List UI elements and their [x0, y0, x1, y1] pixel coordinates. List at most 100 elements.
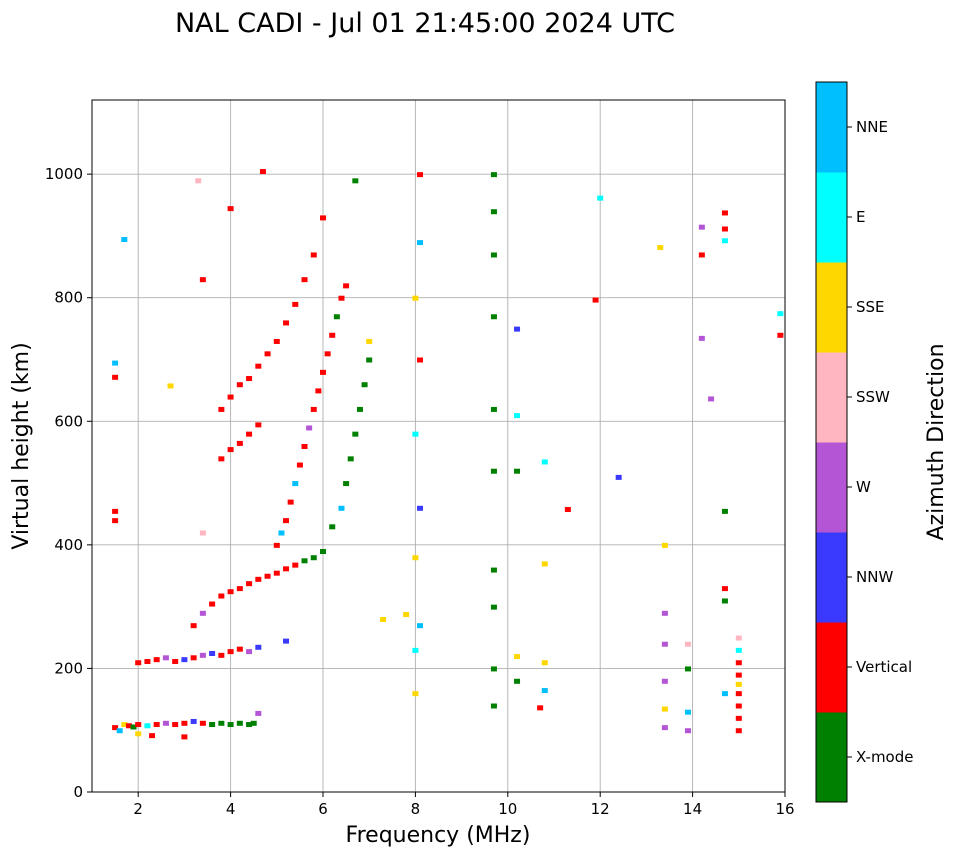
colorbar-label: SSE: [856, 298, 885, 316]
series-group: [735, 635, 742, 734]
echo-point: [135, 660, 142, 666]
echo-point: [735, 703, 742, 709]
echo-point: [255, 422, 262, 428]
x-tick-label: 4: [226, 800, 236, 818]
echo-point: [490, 604, 497, 610]
y-tick-label: 400: [54, 536, 83, 554]
echo-point: [130, 724, 137, 730]
echo-point: [320, 215, 326, 221]
echo-point: [490, 567, 497, 573]
x-tick-label: 12: [591, 800, 610, 818]
y-tick-label: 1000: [45, 165, 83, 183]
colorbar-label: X-mode: [856, 748, 913, 766]
echo-point: [310, 252, 317, 258]
echo-point: [306, 425, 313, 431]
echo-point: [301, 277, 308, 283]
echo-point: [333, 314, 340, 320]
y-tick-label: 800: [54, 289, 83, 307]
echo-point: [218, 720, 225, 726]
x-tick-label: 2: [133, 800, 143, 818]
echo-point: [490, 252, 497, 258]
echo-point: [227, 394, 234, 400]
colorbar-label: E: [856, 208, 865, 226]
colorbar-frame: [815, 81, 848, 803]
echo-point: [125, 723, 132, 729]
series-group: [112, 710, 262, 740]
echo-point: [218, 406, 225, 412]
echo-point: [721, 226, 728, 232]
echo-point: [292, 562, 299, 568]
echo-point: [735, 715, 742, 721]
echo-point: [490, 703, 497, 709]
echo-point: [541, 561, 548, 567]
echo-point: [172, 722, 179, 728]
series-group: [199, 169, 326, 462]
plot-frame: [91, 99, 786, 793]
colorbar-segment: [816, 352, 847, 443]
echo-point: [287, 499, 294, 505]
echo-point: [541, 459, 548, 465]
echo-point: [246, 722, 253, 728]
echo-point: [310, 406, 317, 412]
echo-point: [310, 555, 317, 561]
x-tick-label: 16: [775, 800, 794, 818]
echo-point: [218, 456, 225, 462]
colorbar-segment: [816, 622, 847, 713]
echo-point: [199, 720, 206, 726]
colorbar-segment: [816, 262, 847, 353]
echo-point: [661, 542, 668, 548]
echo-point: [721, 691, 728, 697]
echo-point: [162, 720, 169, 726]
echo-point: [283, 320, 290, 326]
echo-point: [514, 326, 521, 332]
echo-point: [417, 623, 424, 629]
echo-point: [121, 722, 128, 728]
echo-point: [255, 576, 262, 582]
echo-point: [246, 431, 253, 437]
series-group: [135, 549, 326, 666]
colorbar-label: W: [856, 478, 871, 496]
colorbar-label: Vertical: [856, 658, 912, 676]
echo-point: [264, 351, 271, 357]
echo-point: [227, 206, 234, 212]
echo-point: [121, 237, 128, 243]
echo-point: [112, 725, 119, 731]
echo-point: [264, 573, 271, 579]
echo-point: [412, 431, 419, 437]
echo-point: [417, 357, 424, 363]
echo-point: [721, 508, 728, 514]
echo-point: [592, 297, 599, 303]
echo-point: [490, 209, 497, 215]
echo-point: [366, 357, 373, 363]
echo-point: [684, 641, 691, 647]
echo-point: [361, 382, 368, 388]
echo-point: [352, 431, 359, 437]
echo-point: [329, 332, 336, 338]
echo-point: [255, 363, 262, 369]
echo-point: [541, 688, 548, 694]
echo-point: [541, 660, 548, 666]
echo-point: [199, 277, 206, 283]
x-tick-label: 10: [498, 800, 517, 818]
y-axis-label: Virtual height (km): [9, 342, 34, 549]
echo-point: [777, 332, 784, 338]
echo-point: [209, 722, 216, 728]
echo-point: [564, 507, 571, 513]
echo-point: [181, 720, 188, 726]
echo-point: [597, 195, 604, 201]
echo-point: [735, 647, 742, 653]
echo-point: [273, 570, 280, 576]
echo-point: [218, 593, 225, 599]
echo-point: [167, 383, 174, 389]
echo-point: [615, 474, 622, 480]
echo-point: [684, 666, 691, 672]
echo-point: [227, 722, 234, 728]
echo-point: [112, 518, 119, 524]
echo-point: [661, 641, 668, 647]
echo-point: [301, 444, 308, 449]
echo-point: [735, 728, 742, 734]
echo-point: [329, 524, 336, 530]
x-tick-label: 6: [318, 800, 328, 818]
echo-point: [116, 728, 123, 734]
echo-point: [661, 678, 668, 684]
